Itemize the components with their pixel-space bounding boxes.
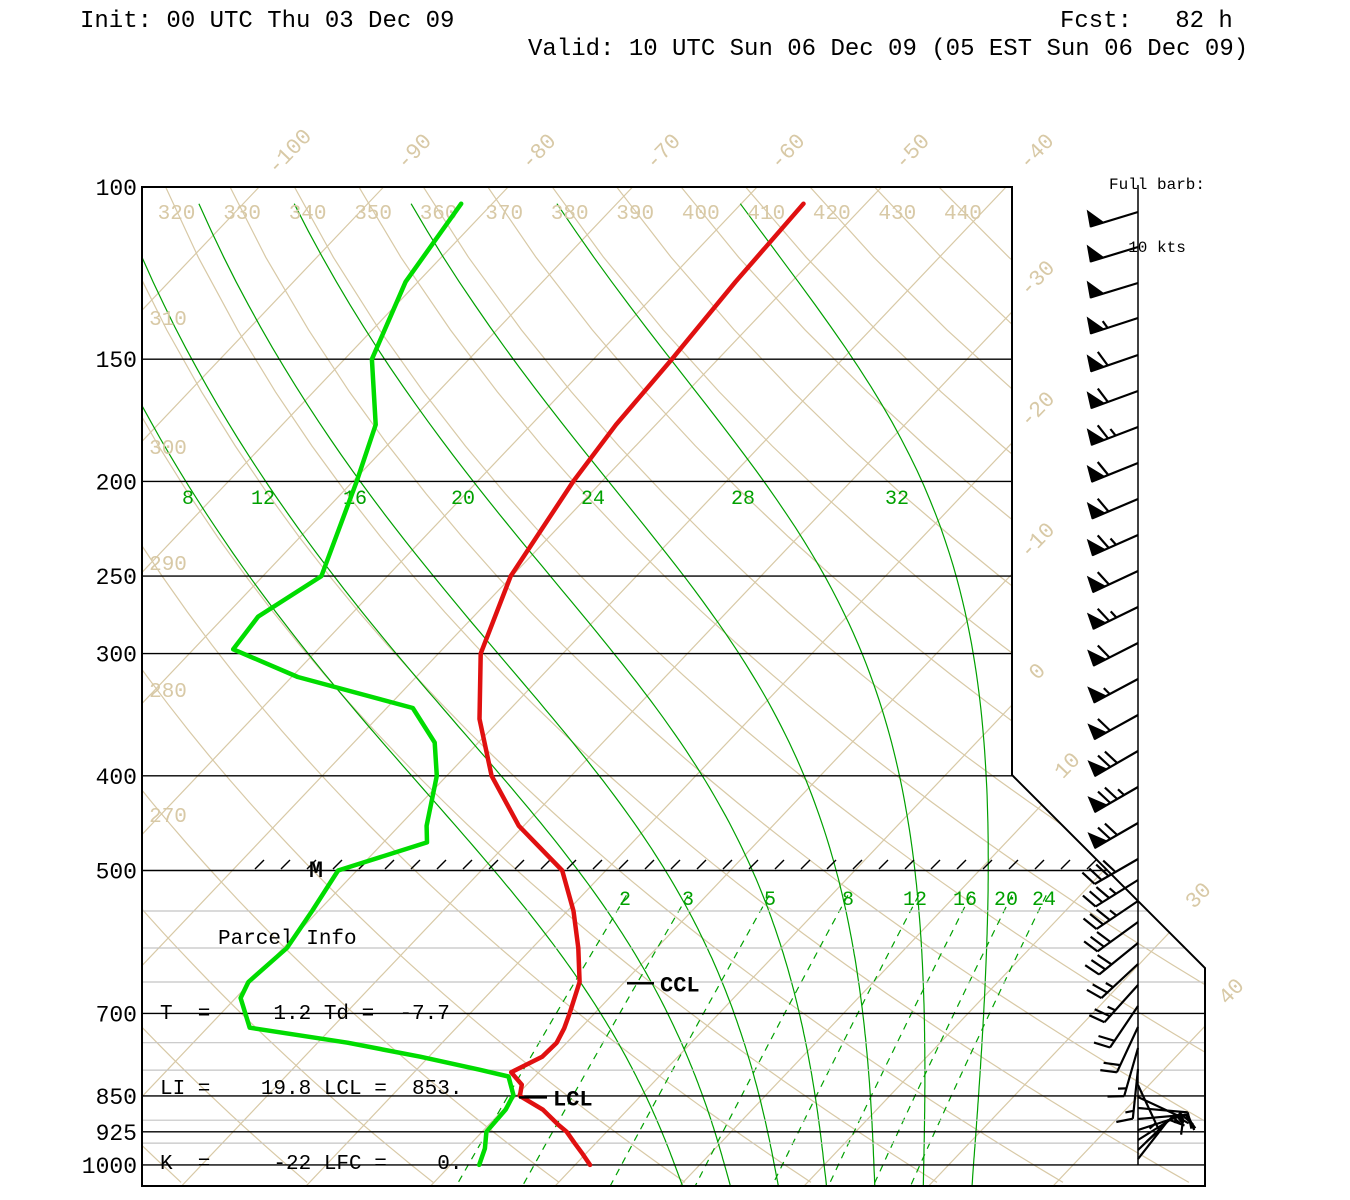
pressure-axis-label: 200	[96, 470, 137, 496]
wind-barb	[1083, 921, 1139, 953]
moist-adiabat-label: 28	[731, 488, 755, 511]
wind-barb	[1087, 786, 1139, 813]
mixing-ratio-label: 2	[619, 889, 631, 912]
forecast-hour-title: Fcst: 82 h	[1060, 8, 1233, 35]
wind-barb	[1087, 714, 1139, 741]
parcel-info-line: K = -22 LFC = 0.	[160, 1153, 463, 1176]
dry-adiabat-label: 410	[747, 203, 785, 226]
pressure-axis-label: 925	[96, 1121, 137, 1147]
mixing-ratio-label: 20	[994, 889, 1018, 912]
wind-barb	[1086, 209, 1139, 228]
svg-text:CCL: CCL	[660, 973, 700, 998]
pressure-axis-label: 100	[96, 176, 137, 202]
wind-barb	[1086, 497, 1139, 520]
wind-barb	[1087, 678, 1139, 704]
dry-adiabat-label: 330	[223, 203, 261, 226]
hatched-500-line	[142, 859, 1108, 872]
pressure-axis-label: 300	[96, 643, 137, 669]
svg-text:LCL: LCL	[553, 1087, 593, 1112]
lcl-marker: LCL	[519, 1087, 593, 1112]
dry-adiabat-label: 400	[682, 203, 720, 226]
wind-barb	[1100, 1026, 1139, 1074]
wind-barb	[1086, 461, 1139, 483]
dry-adiabat-label: 350	[354, 203, 392, 226]
dry-adiabat-label: 320	[158, 203, 196, 226]
dewpoint-trace	[230, 201, 516, 1168]
pressure-major-lines	[142, 358, 1205, 1166]
dry-adiabat-label: 390	[616, 203, 654, 226]
dry-adiabat-label: 270	[149, 806, 187, 829]
mixing-ratio-label: 3	[682, 889, 694, 912]
mixing-ratio-label: 8	[842, 889, 854, 912]
wind-barb	[1086, 533, 1139, 557]
moist-adiabat-label: 8	[182, 488, 194, 511]
parcel-info-line: LI = 19.8 LCL = 853.	[160, 1078, 463, 1101]
pressure-axis-label: 150	[96, 348, 137, 374]
init-time-title: Init: 00 UTC Thu 03 Dec 09	[80, 8, 455, 35]
dry-adiabat-label: 440	[944, 203, 982, 226]
wind-barb	[1081, 858, 1139, 885]
pressure-axis-label: 250	[96, 565, 137, 591]
valid-time-title: Valid: 10 UTC Sun 06 Dec 09 (05 EST Sun …	[528, 36, 1249, 63]
wind-barb	[1087, 822, 1139, 849]
dry-adiabat-label: 290	[149, 554, 187, 577]
ccl-marker: CCL	[627, 973, 700, 998]
wind-barb	[1088, 984, 1139, 1024]
wind-barb	[1107, 1047, 1140, 1098]
wind-barb	[1086, 570, 1139, 594]
moist-adiabat-label: 32	[885, 488, 909, 511]
moist-adiabat-label: 24	[581, 488, 605, 511]
dry-adiabat-label: 380	[551, 203, 589, 226]
wind-barb	[1086, 351, 1139, 373]
wind-barb	[1086, 963, 1139, 1000]
mixing-ratio-label: 5	[764, 889, 776, 912]
wind-barb	[1087, 750, 1139, 777]
chart-frame	[141, 186, 1206, 1187]
pressure-axis-label: 850	[96, 1085, 137, 1111]
mixing-ratio-label: 16	[953, 889, 977, 912]
dry-adiabat-labels: 320 330 340 350 360 370 380 390 400 410 420 430 4403…	[149, 203, 982, 829]
parcel-info-line: T = 1.2 Td = -7.7	[160, 1003, 450, 1026]
temperature-trace	[477, 201, 806, 1168]
parcel-info-title: Parcel Info	[218, 928, 357, 951]
moist-adiabat-label: 20	[451, 488, 475, 511]
wind-barb	[1082, 879, 1139, 908]
dry-adiabat-label: 310	[149, 309, 187, 332]
wind-barbs	[1081, 209, 1197, 1160]
mixing-ratio-label: 12	[903, 889, 927, 912]
wind-barb	[1086, 424, 1139, 446]
wind-barb	[1086, 606, 1139, 630]
dry-adiabat-label: 280	[149, 681, 187, 704]
dry-adiabat-lines	[142, 187, 1205, 1183]
wind-barb	[1086, 280, 1139, 299]
wind-barb	[1137, 1118, 1185, 1160]
dry-adiabat-label: 420	[813, 203, 851, 226]
moist-adiabat-lines	[142, 203, 989, 1186]
dry-adiabat-label: 340	[289, 203, 327, 226]
parcel-info-block: Parcel Info T = 1.2 Td = -7.7 LI = 19.8 …	[160, 877, 462, 1200]
dry-adiabat-label: 430	[878, 203, 916, 226]
pressure-axis-label: 400	[96, 765, 137, 791]
wind-barb	[1086, 316, 1139, 335]
wind-barb	[1116, 1068, 1140, 1124]
wind-barb	[1087, 642, 1139, 667]
moist-adiabat-label: 12	[251, 488, 275, 511]
dry-adiabat-label: 370	[485, 203, 523, 226]
wind-barb	[1086, 387, 1139, 410]
wind-barb	[1086, 244, 1139, 263]
wind-barb	[1093, 1005, 1139, 1049]
mixing-ratio-label: 24	[1032, 889, 1056, 912]
pressure-axis-label: 700	[96, 1002, 137, 1028]
wind-barb	[1084, 942, 1139, 976]
pressure-axis-label: 500	[96, 860, 137, 886]
pressure-axis-labels: 100 150 200 250 300 400 500 700 850 925 1000	[82, 176, 137, 1180]
dry-adiabat-label: 300	[149, 438, 187, 461]
m-marker: M	[309, 858, 323, 884]
wind-barb	[1082, 900, 1139, 930]
pressure-axis-label: 1000	[82, 1154, 137, 1180]
